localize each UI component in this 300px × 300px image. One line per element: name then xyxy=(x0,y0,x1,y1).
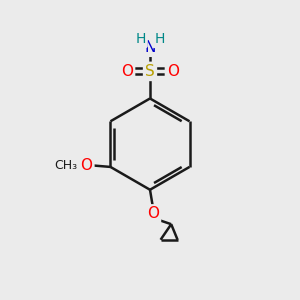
Text: CH₃: CH₃ xyxy=(55,159,78,172)
Text: H: H xyxy=(135,32,146,46)
Text: O: O xyxy=(167,64,179,79)
Text: O: O xyxy=(121,64,133,79)
Text: H: H xyxy=(154,32,165,46)
Text: N: N xyxy=(144,40,156,55)
Text: O: O xyxy=(80,158,92,173)
Text: S: S xyxy=(145,64,155,79)
Text: O: O xyxy=(147,206,159,221)
